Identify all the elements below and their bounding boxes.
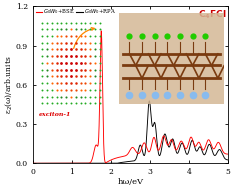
Text: exciton-1: exciton-1	[39, 112, 72, 117]
X-axis label: hω/eV: hω/eV	[117, 177, 143, 186]
Text: $\mathbf{C_4FCl}$: $\mathbf{C_4FCl}$	[198, 8, 226, 21]
Y-axis label: ε$_2$(ω)/arb.units: ε$_2$(ω)/arb.units	[4, 56, 15, 114]
Legend: $G_0W_0$+BSE, $G_0W_0$+RPA: $G_0W_0$+BSE, $G_0W_0$+RPA	[36, 8, 116, 16]
